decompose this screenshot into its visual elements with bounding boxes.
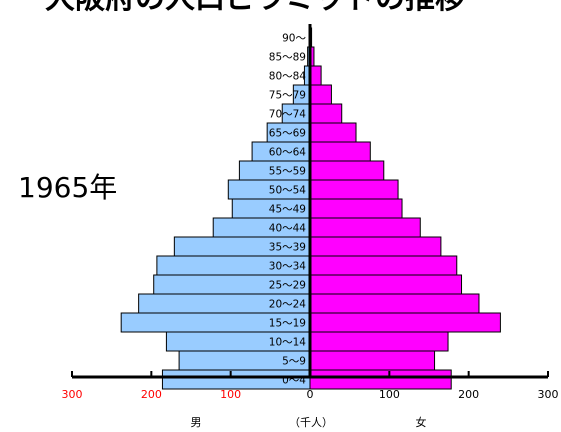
female-bar-40～44 <box>309 217 421 238</box>
age-label: 25～29 <box>269 280 306 292</box>
age-label: 45～49 <box>269 204 306 216</box>
year-annotation: 1965年 <box>18 171 117 204</box>
female-bar-0～4 <box>309 369 452 390</box>
age-label: 90～ <box>282 33 306 45</box>
x-tick-label: 100 <box>379 388 400 401</box>
female-bar-35～39 <box>309 236 442 257</box>
female-bar-75～79 <box>309 84 332 105</box>
x-ticks-group: 300 200 100 0 100 200 300 <box>62 371 559 401</box>
male-label: 男 <box>191 416 202 429</box>
x-tick-label: 200 <box>458 388 479 401</box>
age-label: 50～54 <box>269 185 307 197</box>
age-label: 75～79 <box>269 90 306 102</box>
female-bar-10～14 <box>309 331 449 352</box>
female-bar-80～84 <box>309 65 322 86</box>
female-bar-25～29 <box>309 274 463 295</box>
chart-title: 大阪府の人口ピラミッドの推移 <box>45 0 465 16</box>
age-label: 40～44 <box>269 223 307 235</box>
female-label: 女 <box>416 415 427 429</box>
x-tick-label: 300 <box>538 388 559 401</box>
age-label: 55～59 <box>269 166 306 178</box>
x-axis-unit-label: （千人） <box>289 416 333 429</box>
x-tick-label: 0 <box>307 388 314 401</box>
age-label: 65～69 <box>269 128 306 140</box>
age-label: 70～74 <box>269 109 307 121</box>
age-labels-group: 0～45～910～1415～1920～2425～2930～3435～3940～4… <box>269 33 307 387</box>
age-label: 15～19 <box>269 318 306 330</box>
female-bar-45～49 <box>309 198 403 219</box>
female-bar-65～69 <box>309 122 357 143</box>
x-tick-label: 300 <box>62 388 83 401</box>
age-label: 5～9 <box>282 356 306 368</box>
age-label: 35～39 <box>269 242 306 254</box>
female-bar-20～24 <box>309 293 480 314</box>
age-label: 85～89 <box>269 52 306 64</box>
female-bar-70～74 <box>309 103 343 124</box>
age-label: 30～34 <box>269 261 307 273</box>
female-bar-60～64 <box>309 141 371 162</box>
age-label: 10～14 <box>269 337 307 349</box>
female-bar-5～9 <box>309 350 436 371</box>
age-label: 60～64 <box>269 147 307 159</box>
female-bar-50～54 <box>309 179 399 200</box>
age-label: 20～24 <box>269 299 307 311</box>
female-bar-30～34 <box>309 255 458 276</box>
female-bar-55～59 <box>309 160 385 181</box>
x-tick-label: 100 <box>220 388 241 401</box>
female-bar-15～19 <box>309 312 501 333</box>
x-tick-label: 200 <box>141 388 162 401</box>
age-label: 80～84 <box>269 71 307 83</box>
